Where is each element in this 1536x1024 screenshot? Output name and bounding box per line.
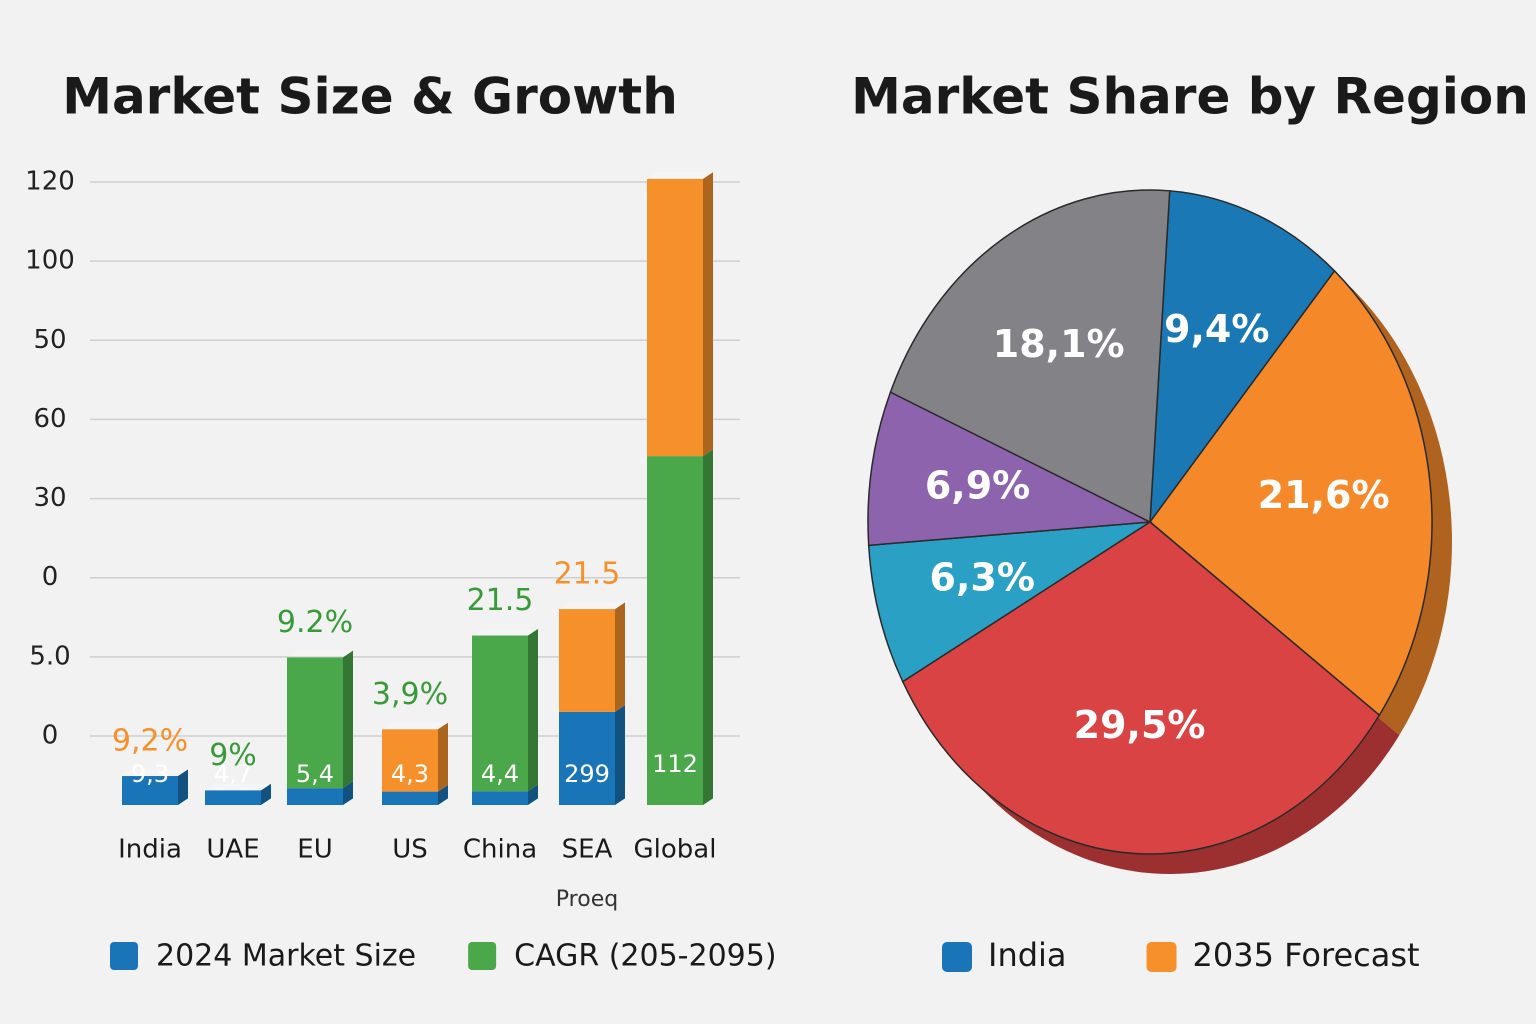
- legend-label: 2024 Market Size: [156, 939, 416, 974]
- bar-top-label: 9%: [209, 738, 257, 773]
- chart-title: Market Size & Growth: [62, 68, 678, 126]
- bar-cap: [382, 722, 448, 730]
- bar-side: [615, 705, 625, 805]
- bar-top-label: 3,9%: [372, 677, 448, 712]
- y-tick-label: 5.0: [29, 641, 70, 671]
- bar-side: [438, 722, 448, 792]
- bar-cap: [122, 769, 188, 777]
- legend-label: India: [988, 936, 1067, 974]
- bar-segment: [647, 178, 703, 457]
- bar-side: [343, 650, 353, 789]
- x-tick-label: India: [118, 835, 182, 865]
- bar-inner-label: 9,3: [131, 760, 169, 788]
- bar-segment: [205, 790, 261, 805]
- pie-label: 18,1%: [993, 322, 1125, 366]
- y-tick-label: 60: [33, 404, 66, 434]
- data-label: 112: [652, 750, 698, 778]
- bar-cap: [647, 172, 713, 179]
- bar-top-label: 21.5: [467, 583, 534, 618]
- bar-inner-label: 4,7: [214, 760, 252, 788]
- bar-segment: [559, 711, 615, 805]
- bar-cap: [472, 628, 538, 636]
- legend-label: 2035 Forecast: [1193, 936, 1420, 974]
- bar-side: [703, 449, 713, 806]
- bar-top-label: 9,2%: [112, 724, 188, 759]
- pie-label: 6,3%: [930, 556, 1035, 600]
- bar-segment: [287, 788, 343, 805]
- x-tick-label: US: [392, 835, 428, 865]
- y-tick-label: 50: [33, 325, 66, 355]
- bar-segment: [287, 657, 343, 789]
- bar-segment: [472, 791, 528, 805]
- bar-segment: [382, 791, 438, 805]
- pie-slice: [867, 391, 1153, 547]
- x-tick-label: UAE: [206, 835, 259, 865]
- bar-cap: [287, 650, 353, 658]
- bar-segment: [382, 729, 438, 792]
- y-tick-label: 120: [25, 167, 75, 197]
- legend-swatch: [1146, 942, 1177, 972]
- bar-segment: [647, 456, 703, 805]
- pie-label: 9,4%: [1164, 307, 1269, 351]
- x-tick-label: SEA: [562, 835, 613, 865]
- y-tick-label: 100: [25, 246, 75, 276]
- pie-slice: [867, 521, 1151, 683]
- bar-cap: [559, 602, 625, 610]
- y-tick-label: 0: [42, 562, 59, 592]
- legend-swatch: [110, 942, 138, 970]
- legend-swatch: [468, 942, 497, 970]
- y-tick-label: 0: [42, 721, 59, 751]
- bar-side: [343, 781, 353, 805]
- bar-side: [261, 783, 271, 805]
- bar-inner-label: 299: [564, 760, 610, 788]
- x-tick-label: Global: [634, 835, 717, 865]
- pie-slice: [1149, 190, 1336, 525]
- pie-slice: [1148, 269, 1433, 717]
- x-tick-note: Proeq: [556, 887, 618, 912]
- bar-side: [528, 628, 538, 792]
- x-tick-label: EU: [297, 835, 332, 865]
- bar-segment: [122, 776, 178, 805]
- y-tick-label: 30: [33, 483, 66, 513]
- chart-title: Market Share by Region: [851, 68, 1529, 126]
- x-tick-label: China: [463, 835, 537, 865]
- bar-inner-label: 4,3: [391, 760, 429, 788]
- pie-label: 29,5%: [1074, 703, 1206, 747]
- pie-label: 6,9%: [925, 464, 1030, 508]
- bar-side: [528, 784, 538, 805]
- bar-top-label: 9.2%: [277, 605, 353, 640]
- bar-side: [438, 784, 448, 805]
- legend-label: CAGR (205-2095): [514, 939, 776, 974]
- bar-side: [178, 769, 188, 805]
- pie-label: 21,6%: [1258, 473, 1390, 517]
- legend-swatch: [942, 942, 972, 972]
- pie-slice: [889, 189, 1171, 524]
- bar-inner-label: 4,4: [481, 760, 519, 788]
- bar-segment: [472, 635, 528, 792]
- bar-segment: [559, 609, 615, 712]
- bar-side: [703, 172, 713, 457]
- bar-top-label: 21.5: [554, 557, 621, 592]
- bar-cap: [205, 783, 271, 791]
- bar-inner-label: 5,4: [296, 760, 334, 788]
- bar-side: [615, 602, 625, 712]
